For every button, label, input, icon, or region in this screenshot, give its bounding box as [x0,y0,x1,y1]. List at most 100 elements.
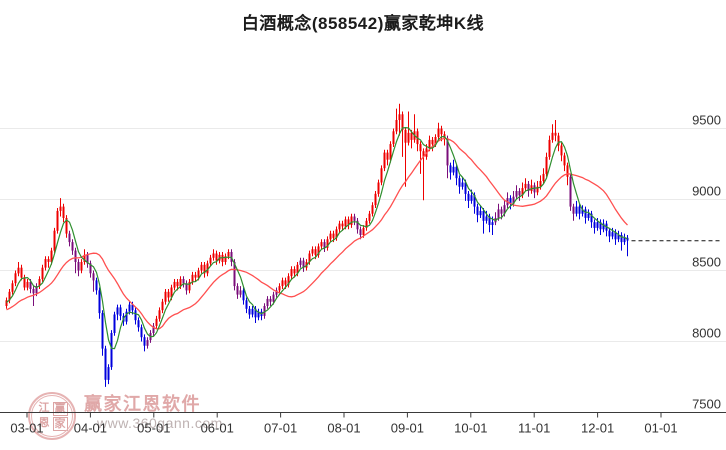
candle-body[interactable] [263,306,266,316]
candle-body[interactable] [527,183,530,191]
candle-body[interactable] [437,128,440,138]
candle-body[interactable] [581,209,584,214]
candle-body[interactable] [233,262,236,287]
candle-body[interactable] [545,156,548,174]
candle-body[interactable] [95,280,98,291]
candle-body[interactable] [509,198,512,204]
candle-body[interactable] [137,320,140,328]
candle-body[interactable] [245,300,248,309]
candle-body[interactable] [449,165,452,173]
candle-body[interactable] [209,257,212,264]
candle-body[interactable] [353,216,356,221]
candle-body[interactable] [326,239,329,248]
candle-body[interactable] [329,233,332,240]
candle-body[interactable] [134,310,137,321]
candle-body[interactable] [62,206,65,218]
candle-body[interactable] [128,304,131,312]
candle-body[interactable] [176,281,179,287]
candle-body[interactable] [482,210,485,221]
candle-body[interactable] [602,223,605,230]
candle-body[interactable] [71,242,74,251]
candle-body[interactable] [41,267,44,280]
candle-body[interactable] [338,223,341,230]
candle-body[interactable] [77,262,80,271]
candle-body[interactable] [584,209,587,218]
candle-body[interactable] [14,273,17,284]
candle-body[interactable] [65,218,68,234]
candle-body[interactable] [323,242,326,248]
candle-body[interactable] [518,191,521,196]
candle-body[interactable] [56,210,59,231]
candle-body[interactable] [281,280,284,287]
candle-body[interactable] [161,301,164,311]
candle-body[interactable] [32,289,35,294]
candle-body[interactable] [440,128,443,135]
candle-body[interactable] [407,132,410,143]
candle-body[interactable] [290,269,293,277]
candle-body[interactable] [467,193,470,201]
candle-body[interactable] [92,273,95,281]
candle-body[interactable] [287,276,290,285]
candle-body[interactable] [485,216,488,221]
candle-body[interactable] [596,222,599,228]
candle-body[interactable] [8,291,11,301]
candle-body[interactable] [185,283,188,291]
candle-body[interactable] [266,298,269,306]
candle-body[interactable] [308,253,311,263]
candle-body[interactable] [626,237,629,241]
candle-body[interactable] [5,300,8,306]
candle-body[interactable] [614,232,617,240]
candle-body[interactable] [35,286,38,294]
candle-body[interactable] [179,279,182,287]
candle-body[interactable] [146,340,149,346]
candle-body[interactable] [170,287,173,298]
candle-body[interactable] [497,209,500,218]
candle-body[interactable] [302,260,305,268]
candle-body[interactable] [548,139,551,157]
candle-body[interactable] [29,281,32,289]
candle-body[interactable] [194,274,197,278]
candle-body[interactable] [152,325,155,333]
candle-body[interactable] [419,144,422,152]
candle-body[interactable] [488,216,491,226]
candle-body[interactable] [20,267,23,278]
candle-body[interactable] [569,176,572,207]
candle-body[interactable] [356,220,359,230]
candle-body[interactable] [341,223,344,227]
candle-body[interactable] [68,233,71,243]
candle-body[interactable] [512,196,515,204]
candle-body[interactable] [236,286,239,295]
candle-body[interactable] [374,193,377,206]
candle-body[interactable] [188,281,191,291]
candle-body[interactable] [101,313,104,349]
candle-body[interactable] [434,137,437,145]
candle-body[interactable] [479,210,482,216]
candle-body[interactable] [140,327,143,338]
candle-body[interactable] [365,220,368,228]
candle-body[interactable] [404,129,407,143]
candle-body[interactable] [98,290,101,314]
candle-body[interactable] [47,259,50,262]
candle-body[interactable] [563,155,566,166]
candle-body[interactable] [221,254,224,262]
candle-body[interactable] [23,277,26,288]
candle-body[interactable] [332,233,335,238]
candle-body[interactable] [587,213,590,218]
candle-body[interactable] [380,168,383,183]
candle-body[interactable] [362,227,365,235]
candle-body[interactable] [401,114,404,130]
candle-body[interactable] [572,206,575,214]
candle-body[interactable] [284,280,287,285]
candle-body[interactable] [542,173,545,181]
candle-body[interactable] [296,264,299,274]
candle-body[interactable] [200,264,203,271]
candle-body[interactable] [17,267,20,274]
candle-body[interactable] [110,333,113,368]
candle-body[interactable] [182,279,185,284]
candle-body[interactable] [539,181,542,187]
candle-body[interactable] [476,206,479,216]
candle-body[interactable] [299,260,302,265]
candle-body[interactable] [275,290,278,295]
candle-body[interactable] [578,206,581,214]
